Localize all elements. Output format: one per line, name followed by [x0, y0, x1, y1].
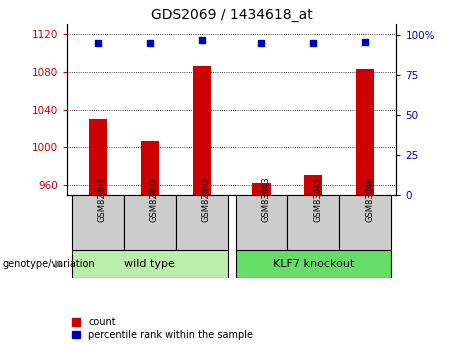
Bar — [72, 195, 124, 250]
Bar — [141, 141, 159, 195]
Point — [310, 41, 317, 46]
Bar — [339, 195, 391, 250]
Point — [258, 41, 265, 46]
Title: GDS2069 / 1434618_at: GDS2069 / 1434618_at — [151, 8, 313, 22]
Point — [361, 39, 369, 45]
Text: KLF7 knockout: KLF7 knockout — [273, 259, 354, 269]
Text: wild type: wild type — [124, 259, 175, 269]
Point — [95, 41, 102, 46]
Text: GSM83043: GSM83043 — [261, 177, 271, 222]
Bar — [89, 119, 107, 195]
Bar — [176, 195, 228, 250]
Text: ▶: ▶ — [55, 259, 63, 269]
Bar — [72, 250, 228, 278]
Point — [198, 37, 206, 43]
Text: GSM82892: GSM82892 — [150, 177, 159, 222]
Bar — [193, 66, 211, 195]
Point — [146, 41, 154, 46]
Bar — [236, 195, 288, 250]
Bar — [304, 175, 323, 195]
Text: GSM83045: GSM83045 — [313, 177, 322, 222]
Text: GSM82893: GSM82893 — [202, 177, 211, 222]
Bar — [253, 183, 271, 195]
Text: GSM83046: GSM83046 — [365, 177, 374, 222]
Text: GSM82891: GSM82891 — [98, 177, 107, 222]
Bar — [288, 195, 339, 250]
Text: genotype/variation: genotype/variation — [2, 259, 95, 269]
Bar — [124, 195, 176, 250]
Legend: count, percentile rank within the sample: count, percentile rank within the sample — [72, 317, 253, 340]
Bar — [356, 69, 374, 195]
Bar — [236, 250, 391, 278]
